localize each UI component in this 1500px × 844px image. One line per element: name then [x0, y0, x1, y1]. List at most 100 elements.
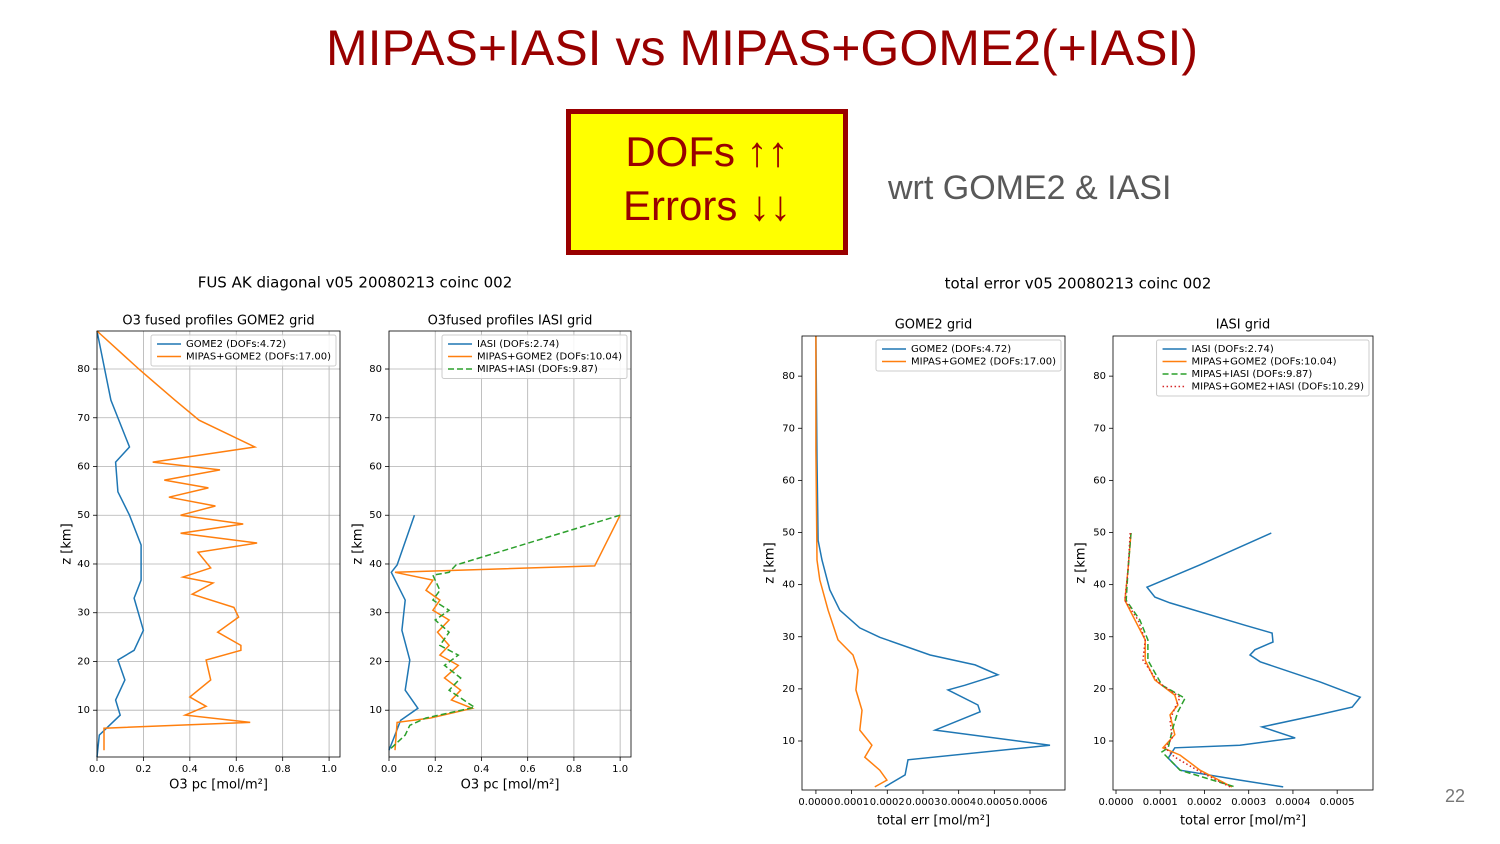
data-line	[96, 330, 145, 758]
chart-title: O3fused profiles IASI grid	[428, 314, 593, 329]
y-tick-label: 80	[782, 371, 795, 382]
y-tick-label: 10	[77, 705, 90, 716]
y-axis-label: z [km]	[1074, 542, 1089, 583]
x-axis-label: total err [mol/m²]	[877, 814, 990, 829]
data-line	[815, 335, 1051, 788]
x-tick-label: 0.0	[89, 764, 105, 775]
x-tick-label: 0.0005	[1320, 797, 1355, 808]
legend-label: MIPAS+IASI (DOFs:9.87)	[1192, 369, 1313, 380]
y-tick-label: 40	[77, 559, 90, 570]
y-tick-label: 10	[782, 736, 795, 747]
y-tick-label: 60	[369, 462, 382, 473]
y-tick-label: 50	[369, 510, 382, 521]
data-line	[96, 330, 258, 751]
legend-label: GOME2 (DOFs:4.72)	[186, 339, 286, 350]
y-tick-label: 50	[77, 510, 90, 521]
legend-label: GOME2 (DOFs:4.72)	[911, 344, 1011, 355]
x-tick-label: 0.0000	[1099, 797, 1134, 808]
plot-frame	[96, 330, 341, 758]
x-tick-label: 0.8	[566, 764, 582, 775]
chart: 0.0000 0.0001 0.0002 0.0003 0.0004 0.0005 0.00…	[763, 318, 1066, 829]
y-tick-label: 60	[77, 462, 90, 473]
y-tick-label: 30	[369, 608, 382, 619]
data-line	[1124, 532, 1233, 788]
y-tick-label: 40	[369, 559, 382, 570]
legend-label: MIPAS+GOME2 (DOFs:17.00)	[186, 352, 331, 363]
x-tick-label: 0.0000	[798, 797, 833, 808]
chart-title: GOME2 grid	[895, 318, 973, 333]
plot-frame	[388, 330, 632, 758]
legend-label: MIPAS+GOME2+IASI (DOFs:10.29)	[1192, 382, 1365, 393]
data-line	[1145, 532, 1362, 788]
x-tick-label: 0.0004	[941, 797, 976, 808]
legend-label: IASI (DOFs:2.74)	[1192, 344, 1274, 355]
x-tick-label: 0.4	[474, 764, 490, 775]
box-line: DOFs ↑↑	[625, 128, 788, 175]
x-tick-label: 0.0001	[834, 797, 869, 808]
chart-title: IASI grid	[1216, 318, 1270, 333]
plot-frame	[801, 335, 1066, 791]
legend-box	[441, 334, 628, 379]
x-tick-label: 0.2	[135, 764, 151, 775]
x-tick-label: 1.0	[321, 764, 337, 775]
y-tick-label: 70	[369, 413, 382, 424]
note: wrt GOME2 & IASI	[887, 169, 1171, 207]
legend-label: MIPAS+IASI (DOFs:9.87)	[477, 364, 598, 375]
legend: GOME2 (DOFs:4.72) MIPAS+GOME2 (DOFs:17.00…	[875, 339, 1062, 372]
y-tick-label: 70	[77, 413, 90, 424]
plot-frame	[1112, 335, 1374, 791]
highlight-box	[566, 109, 848, 255]
legend-label: MIPAS+GOME2 (DOFs:10.04)	[1192, 357, 1337, 368]
figure-title: FUS AK diagonal v05 20080213 coinc 002	[198, 274, 513, 292]
y-tick-label: 50	[1093, 528, 1106, 539]
y-tick-label: 10	[1093, 736, 1106, 747]
x-tick-label: 0.0006	[1013, 797, 1048, 808]
chart-title: O3 fused profiles GOME2 grid	[122, 314, 314, 329]
y-tick-label: 20	[369, 656, 382, 667]
chart: 0.0 0.2 0.4 0.6 0.8 1.0 10 20 30 40 50 60 70 80 O3fuse…	[351, 314, 632, 793]
y-tick-label: 40	[782, 580, 795, 591]
y-tick-label: 50	[782, 528, 795, 539]
y-axis-label: z [km]	[763, 542, 778, 583]
page-number: 22	[1445, 786, 1465, 806]
y-tick-label: 20	[1093, 684, 1106, 695]
x-tick-label: 0.2	[427, 764, 443, 775]
x-tick-label: 0.0	[381, 764, 397, 775]
x-tick-label: 0.8	[275, 764, 291, 775]
y-tick-label: 80	[1093, 371, 1106, 382]
x-tick-label: 0.0001	[1143, 797, 1178, 808]
y-tick-label: 20	[77, 656, 90, 667]
data-line	[394, 514, 621, 751]
y-tick-label: 70	[782, 423, 795, 434]
legend: IASI (DOFs:2.74) MIPAS+GOME2 (DOFs:10.04)…	[1156, 339, 1370, 397]
data-line	[388, 514, 419, 751]
x-tick-label: 0.6	[228, 764, 244, 775]
y-tick-label: 70	[1093, 423, 1106, 434]
y-axis-label: z [km]	[351, 523, 366, 564]
data-line	[1124, 532, 1231, 788]
legend-label: MIPAS+GOME2 (DOFs:17.00)	[911, 357, 1056, 368]
chart: 0.0 0.2 0.4 0.6 0.8 1.0 10 20 30 40 50 60 70 80 O3 fus…	[60, 314, 341, 793]
legend: GOME2 (DOFs:4.72) MIPAS+GOME2 (DOFs:17.00…	[150, 334, 337, 367]
y-tick-label: 80	[77, 364, 90, 375]
figure-title: total error v05 20080213 coinc 002	[945, 275, 1212, 293]
x-tick-label: 0.0002	[870, 797, 905, 808]
x-tick-label: 0.0005	[977, 797, 1012, 808]
y-tick-label: 80	[369, 364, 382, 375]
y-tick-label: 30	[782, 632, 795, 643]
legend-label: MIPAS+GOME2 (DOFs:10.04)	[477, 352, 622, 363]
y-tick-label: 30	[1093, 632, 1106, 643]
y-axis-label: z [km]	[60, 523, 75, 564]
legend: IASI (DOFs:2.74) MIPAS+GOME2 (DOFs:10.04)…	[441, 334, 628, 379]
legend-label: IASI (DOFs:2.74)	[477, 339, 559, 350]
box-line: Errors ↓↓	[623, 182, 791, 229]
x-tick-label: 1.0	[612, 764, 628, 775]
x-axis-label: O3 pc [mol/m²]	[169, 778, 268, 793]
chart: 0.0000 0.0001 0.0002 0.0003 0.0004 0.0005 10 20…	[1074, 318, 1374, 829]
legend-box	[1156, 339, 1370, 397]
x-axis-label: total error [mol/m²]	[1180, 814, 1306, 829]
data-line	[815, 336, 888, 788]
x-tick-label: 0.4	[182, 764, 198, 775]
data-line	[388, 514, 621, 751]
